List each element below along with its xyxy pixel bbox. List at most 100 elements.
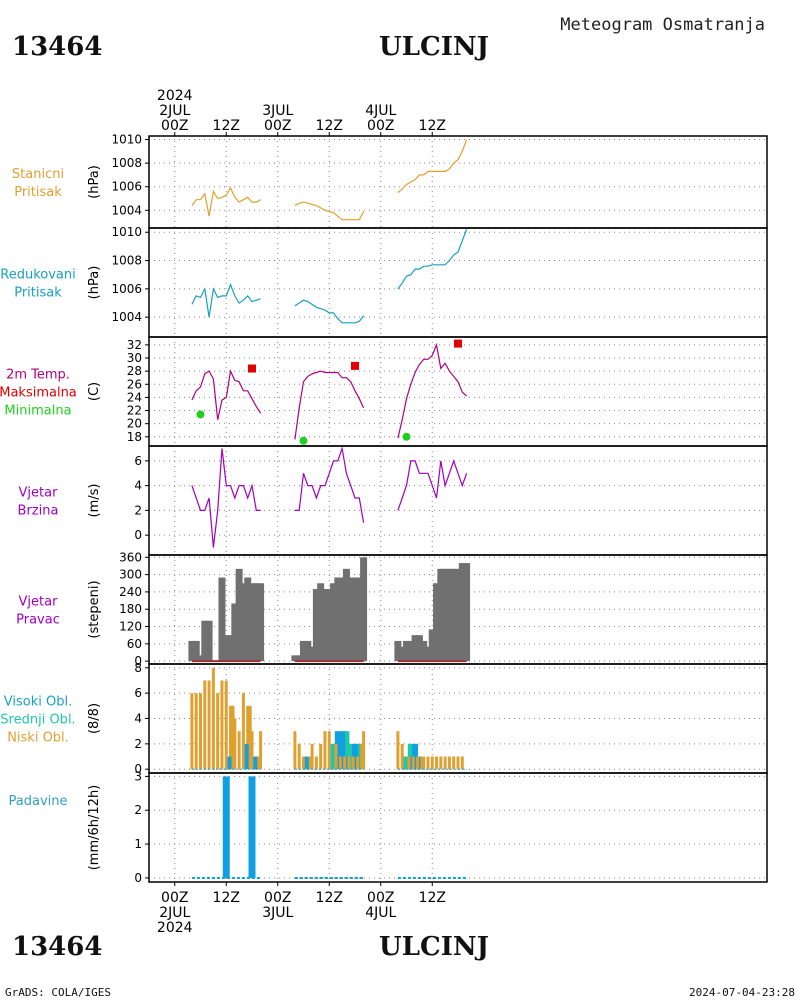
- time-label-top: 12Z: [213, 118, 240, 134]
- wind-direction-bar: [415, 635, 423, 662]
- y-tick-label: 2: [134, 803, 142, 817]
- cloud-bar: [297, 743, 301, 770]
- cloud-bar: [443, 756, 447, 770]
- station-name-bottom: ULCINJ: [379, 932, 489, 962]
- cloud-bar: [250, 731, 254, 770]
- wind-direction-bar: [355, 577, 363, 662]
- parameter-label: Visoki Obl.: [4, 695, 72, 710]
- cloud-bar: [343, 731, 350, 770]
- y-tick-label: 0: [134, 654, 142, 668]
- y-tick-label: 1008: [111, 156, 142, 170]
- series-line: [294, 370, 365, 440]
- y-tick-label: 18: [127, 430, 142, 444]
- wind-direction-bar: [257, 583, 265, 662]
- time-label-top: 4JUL: [365, 103, 396, 119]
- wind-direction-bar: [300, 640, 307, 662]
- y-tick-label: 24: [127, 390, 142, 404]
- cloud-bar: [339, 731, 346, 770]
- parameter-label: Niski Obl.: [7, 731, 69, 746]
- wind-direction-bar: [312, 589, 320, 662]
- cloud-bar: [343, 756, 347, 770]
- cloud-bar: [452, 756, 456, 770]
- cloud-bar: [420, 756, 424, 770]
- cloud-bar: [396, 731, 400, 770]
- parameter-label: Maksimalna: [0, 386, 77, 401]
- wind-direction-bar: [342, 568, 350, 662]
- time-label-top: 2024: [157, 88, 193, 104]
- cloud-bar: [435, 756, 439, 770]
- cloud-bar: [244, 743, 251, 770]
- cloud-bar: [246, 705, 250, 770]
- panel-brzina: 0 2 4 6 (m/s) Vjetar Brzina: [18, 445, 768, 556]
- time-label-top: 00Z: [264, 118, 291, 134]
- wind-direction-bar: [291, 655, 299, 662]
- cloud-bar: [411, 756, 415, 770]
- y-tick-label: 22: [127, 404, 142, 418]
- y-tick-label: 120: [119, 620, 142, 634]
- cloud-bar: [224, 680, 228, 770]
- wind-direction-bar: [351, 577, 359, 662]
- wind-direction-bar: [407, 640, 415, 662]
- cloud-bar: [227, 756, 234, 770]
- cloud-bar: [360, 743, 364, 770]
- wind-direction-bar: [201, 620, 209, 662]
- panel-frame: [148, 772, 768, 883]
- y-axis-label: (m/s): [87, 484, 102, 518]
- time-label-bottom: 00Z: [161, 890, 188, 906]
- min-temp-marker: [196, 410, 205, 419]
- wind-direction-bar: [458, 563, 466, 662]
- wind-direction-bar: [235, 568, 243, 662]
- panel-frame: [148, 135, 768, 229]
- time-label-bottom: 12Z: [213, 890, 240, 906]
- cloud-bar: [194, 693, 198, 770]
- series-line: [294, 299, 365, 324]
- series-line: [191, 448, 261, 548]
- wind-direction-bar: [347, 577, 355, 662]
- cloud-bar: [456, 756, 460, 770]
- wind-direction-bar: [403, 640, 410, 662]
- parameter-label: Pritisak: [14, 185, 62, 200]
- cloud-bar: [248, 705, 252, 770]
- cloud-bar: [412, 743, 419, 770]
- wind-direction-bar: [248, 583, 256, 662]
- cloud-bar: [211, 667, 215, 770]
- parameter-label: Vjetar: [19, 486, 59, 501]
- series-line: [397, 459, 468, 511]
- cloud-bar: [334, 743, 338, 770]
- time-label-bottom: 2JUL: [159, 905, 190, 921]
- y-tick-label: 2: [134, 737, 142, 751]
- cloud-bar: [426, 756, 430, 770]
- wind-direction-bar: [463, 563, 471, 662]
- wind-direction-bar: [192, 640, 200, 662]
- parameter-label: Redukovani: [0, 268, 75, 283]
- y-tick-label: 1008: [111, 254, 142, 268]
- wind-direction-bar: [334, 577, 342, 662]
- max-temp-marker: [351, 361, 359, 370]
- cloud-bar: [253, 756, 260, 770]
- cloud-bar: [203, 680, 207, 770]
- wind-direction-bar: [441, 568, 449, 662]
- cloud-bar: [310, 743, 314, 770]
- y-tick-label: 32: [127, 338, 142, 352]
- wind-direction-bar: [231, 603, 239, 662]
- series-line: [191, 282, 261, 318]
- y-axis-label: (stepeni): [87, 580, 102, 638]
- cloud-bar: [330, 743, 337, 770]
- wind-direction-bar: [295, 655, 303, 662]
- wind-direction-bar: [227, 635, 235, 662]
- cloud-bar: [237, 731, 241, 770]
- cloud-bar: [403, 756, 410, 770]
- series-line: [191, 369, 262, 420]
- time-label-top: 12Z: [316, 118, 343, 134]
- cloud-bar: [241, 693, 245, 770]
- cloud-bar: [229, 705, 233, 770]
- y-tick-label: 1010: [111, 225, 142, 239]
- y-tick-label: 0: [134, 871, 142, 885]
- cloud-bar: [314, 756, 318, 770]
- wind-direction-bar: [197, 655, 204, 662]
- cloud-bar: [338, 756, 342, 770]
- wind-direction-bar: [218, 577, 226, 662]
- y-axis-label: (mm/6h/12h): [87, 785, 102, 871]
- cloud-bar: [347, 743, 354, 770]
- wind-direction-bar: [239, 583, 247, 662]
